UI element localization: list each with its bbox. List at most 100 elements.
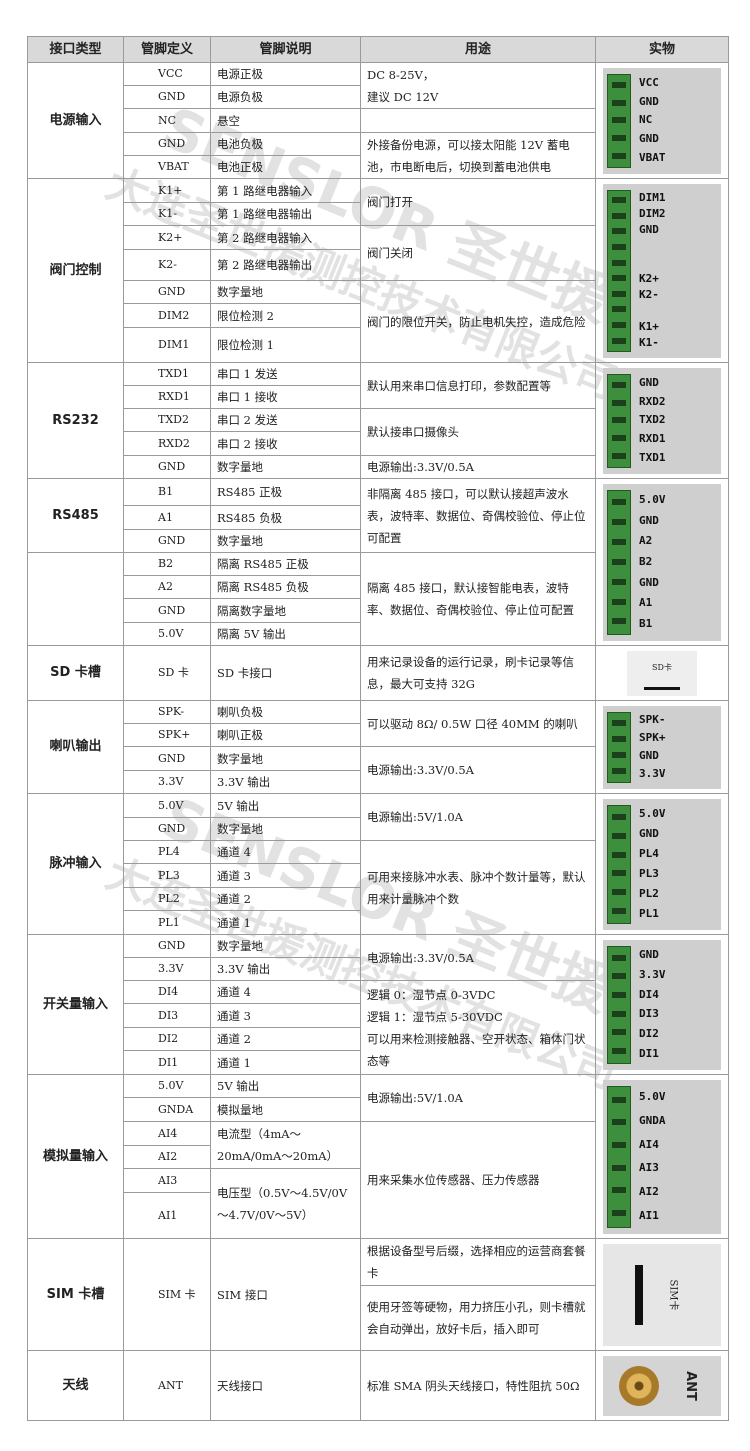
connector-label: 3.3V [639, 766, 666, 780]
connector-label: AI2 [639, 1184, 659, 1198]
pin-name: RXD2 [123, 431, 211, 456]
pin-name: TXD1 [123, 362, 211, 386]
pin-description: 串口 1 接收 [210, 385, 361, 409]
pin-name: AI4 [123, 1121, 211, 1146]
pin-name: A2 [123, 575, 211, 599]
table-header-row: 接口类型 管脚定义 管脚说明 用途 实物 [27, 36, 729, 63]
table-row: 电源输入 VCC 电源正极 DC 8-25V， 建议 DC 12V VCC GND NC GN… [27, 62, 729, 179]
connector-photo: GND RXD2 TXD2 RXD1 TXD1 [603, 367, 721, 474]
pin-description: 悬空 [210, 108, 361, 133]
connector-label: B1 [639, 617, 653, 631]
table-row: GND 电源负极 [28, 85, 729, 109]
connector-label: TXD1 [639, 451, 666, 465]
pin-description: 电源正极 [210, 62, 361, 86]
pin-usage: 电源输出:3.3V/0.5A [360, 746, 596, 794]
pin-description: 电源负极 [210, 85, 361, 109]
pin-usage: 逻辑 0：湿节点 0-3VDC 逻辑 1：湿节点 5-30VDC 可以用来检测接… [360, 980, 596, 1075]
pin-name: AI3 [123, 1168, 211, 1193]
table-row: DI2 通道 2 [28, 1027, 729, 1051]
pin-name: K2+ [123, 225, 211, 250]
table-row: K2- 第 2 路继电器输出 [28, 249, 729, 281]
table-row: PL4 通道 4 可用来接脉冲水表、脉冲个数计量等，默认用来计量脉冲个数 [28, 840, 729, 935]
table-row: 天线 ANT 天线接口 标准 SMA 阴头天线接口，特性阻抗 50Ω ANT [27, 1350, 729, 1421]
table-row: A2 隔离 RS485 负极 [28, 575, 729, 599]
pin-description: 数字量地 [210, 817, 361, 841]
connector-label: DI1 [639, 1046, 659, 1060]
pin-usage: 使用牙签等硬物，用力挤压小孔，则卡槽就会自动弹出，放好卡后，插入即可 [360, 1285, 596, 1351]
pin-description: 3.3V 输出 [210, 770, 361, 794]
pin-name: PL2 [123, 887, 211, 911]
connector-label: PL1 [639, 906, 659, 920]
table-row: RXD1 串口 1 接收 [28, 385, 729, 409]
photo-cell: VCC GND NC GND VBAT [595, 62, 729, 179]
sim-slot-photo: SIM卡 [603, 1243, 721, 1346]
terminal-block-icon [607, 945, 631, 1064]
terminal-block-icon [607, 804, 631, 924]
pin-name: A1 [123, 505, 211, 530]
interface-type: RS485 [27, 478, 124, 553]
table-row: DI1 通道 1 [28, 1050, 729, 1075]
pin-description: RS485 负极 [210, 505, 361, 530]
pin-name: GND [123, 280, 211, 304]
connector-label: A2 [639, 534, 653, 548]
interface-type: 开关量输入 [27, 934, 124, 1075]
connector-label: AI4 [639, 1137, 659, 1151]
connector-label: NC [639, 113, 653, 127]
terminal-block-icon [607, 189, 631, 352]
connector-labels: GND 3.3V DI4 DI3 DI2 DI1 [639, 946, 666, 1064]
pin-description: 数字量地 [210, 529, 361, 553]
pin-description: 数字量地 [210, 746, 361, 771]
pin-description: 数字量地 [210, 280, 361, 304]
terminal-block-icon [607, 373, 631, 468]
interface-type: 阀门控制 [27, 178, 124, 363]
interface-type: 模拟量输入 [27, 1074, 124, 1239]
connector-labels: SPK- SPK+ GND 3.3V [639, 712, 666, 783]
header-photo: 实物 [595, 36, 729, 63]
connector-label: 5.0V [639, 1090, 666, 1104]
pin-usage: 阀门打开 [360, 178, 596, 226]
connector-label: GND [639, 513, 659, 527]
connector-label: GND [639, 948, 659, 962]
pin-name: DIM2 [123, 303, 211, 328]
table-row: RXD2 串口 2 接收 [28, 431, 729, 456]
pin-usage: DC 8-25V， 建议 DC 12V [360, 62, 596, 109]
pin-usage: 默认用来串口信息打印，参数配置等 [360, 362, 596, 409]
pin-name: PL1 [123, 910, 211, 935]
pin-name: 3.3V [123, 957, 211, 981]
connector-photo: SPK- SPK+ GND 3.3V [603, 705, 721, 789]
pin-usage: 非隔离 485 接口，可以默认接超声波水表，波特率、数据位、奇偶校验位、停止位可… [360, 478, 596, 553]
pin-name: 5.0V [123, 1074, 211, 1098]
pin-description: 喇叭负极 [210, 700, 361, 724]
pin-name: SPK+ [123, 723, 211, 747]
sim-label: SIM卡 [667, 1278, 679, 1311]
table-row: 脉冲输入 5.0V 5V 输出 电源输出:5V/1.0A 5.0V GND PL4 PL3 PL… [27, 793, 729, 935]
connector-photo: 5.0V GND PL4 PL3 PL2 PL1 [603, 798, 721, 930]
pin-name: K2- [123, 249, 211, 281]
connector-labels: DIM1 DIM2 GND K2+ K2- K1+ K1- [639, 190, 666, 352]
connector-labels: 5.0V GND A2 B2 GND A1 B1 [639, 490, 666, 635]
pin-description: 模拟量地 [210, 1097, 361, 1122]
table-row: NC 悬空 [28, 108, 729, 133]
connector-label: RXD2 [639, 394, 666, 408]
pin-description: RS485 正极 [210, 478, 361, 506]
interface-type [27, 552, 124, 646]
table-row: DI4 通道 4 逻辑 0：湿节点 0-3VDC 逻辑 1：湿节点 5-30VDC … [28, 980, 729, 1075]
pin-description: 串口 2 发送 [210, 408, 361, 432]
pin-name: GND [123, 132, 211, 156]
table-row: 开关量输入 GND 数字量地 电源输出:3.3V/0.5A GND 3.3V DI4 DI3 D… [27, 934, 729, 1075]
header-desc: 管脚说明 [210, 36, 361, 63]
connector-label: PL4 [639, 847, 659, 861]
table-row: 3.3V 3.3V 输出 [28, 957, 729, 981]
table-row: AI3 电压型（0.5V～4.5V/0V～4.7V/0V～5V） [28, 1168, 729, 1239]
connector-label: PL2 [639, 886, 659, 900]
photo-cell: DIM1 DIM2 GND K2+ K2- K1+ K1- [595, 178, 729, 363]
connector-label [639, 305, 666, 317]
connector-label: DI4 [639, 987, 659, 1001]
interface-type: 天线 [27, 1350, 124, 1421]
pin-name: AI2 [123, 1145, 211, 1169]
connector-label: GND [639, 375, 659, 389]
pin-name: PL3 [123, 863, 211, 888]
photo-cell: GND RXD2 TXD2 RXD1 TXD1 [595, 362, 729, 479]
pin-name: 5.0V [123, 622, 211, 646]
pin-description: 通道 3 [210, 863, 361, 888]
